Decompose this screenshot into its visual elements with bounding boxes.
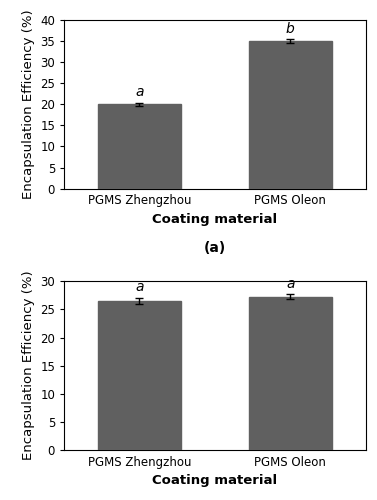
X-axis label: Coating material: Coating material: [152, 474, 277, 487]
Text: a: a: [135, 86, 144, 100]
Text: a: a: [135, 280, 144, 294]
Text: a: a: [286, 277, 294, 291]
Bar: [249, 296, 332, 450]
Y-axis label: Encapsulation Efficiency (%): Encapsulation Efficiency (%): [21, 271, 35, 460]
Y-axis label: Encapsulation Efficiency (%): Encapsulation Efficiency (%): [21, 10, 35, 199]
Text: b: b: [286, 22, 295, 36]
Text: (a): (a): [204, 242, 226, 256]
Bar: [98, 301, 181, 450]
X-axis label: Coating material: Coating material: [152, 212, 277, 226]
Bar: [98, 104, 181, 188]
Bar: [249, 41, 332, 188]
